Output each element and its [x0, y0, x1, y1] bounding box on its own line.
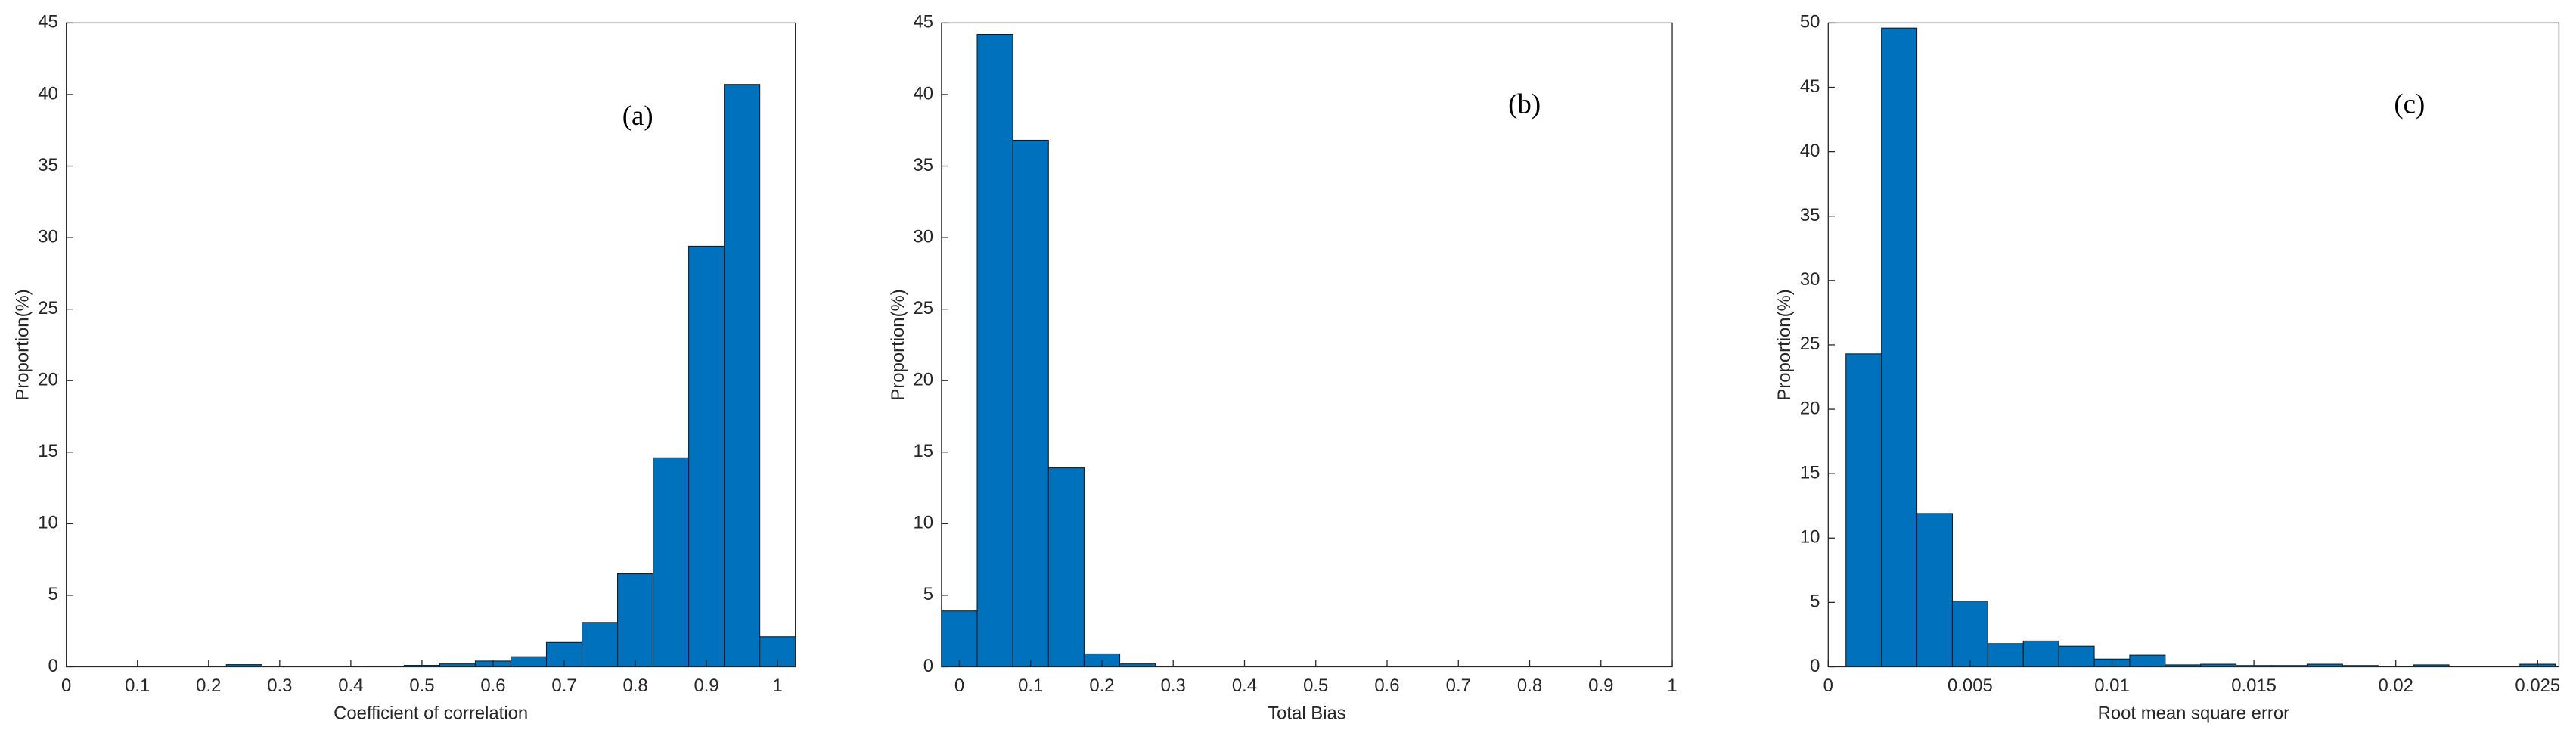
panel: 0 0.005 0.01 0.015 0.02 0.025 0 5 10 15 20 25 30 35 40… [1774, 12, 2560, 724]
y-axis-label: Proportion(%) [1774, 289, 1795, 400]
x-tick-label: 0 [954, 675, 964, 696]
x-tick-label: 0.02 [2378, 675, 2413, 696]
y-tick-label: 25 [1800, 334, 1820, 354]
y-tick-label: 25 [913, 298, 933, 318]
y-tick-label: 40 [1800, 141, 1820, 161]
y-tick-label: 5 [1810, 592, 1820, 612]
x-axis-label: Coefficient of correlation [334, 703, 528, 724]
y-tick-label: 35 [1800, 205, 1820, 225]
x-tick-label: 0.2 [196, 675, 221, 696]
y-tick-label: 40 [913, 83, 933, 104]
bar [941, 610, 978, 668]
y-tick-label: 15 [913, 441, 933, 461]
y-tick-label: 20 [913, 370, 933, 390]
bar [1047, 467, 1085, 668]
x-tick-label: 0.7 [551, 675, 576, 696]
x-tick-label: 0.01 [2094, 675, 2129, 696]
x-tick-label: 0.8 [1517, 675, 1542, 696]
x-tick-label: 0.015 [2231, 675, 2277, 696]
y-tick-label: 40 [38, 83, 58, 104]
panel-annotation: (c) [2394, 88, 2425, 120]
x-tick-label: 0.7 [1446, 675, 1471, 696]
x-axis-label: Total Bias [1268, 703, 1346, 724]
bar [2022, 640, 2059, 668]
bar [1951, 601, 1988, 668]
bar [510, 656, 548, 668]
x-tick-label: 0.005 [1948, 675, 1993, 696]
bar [2058, 645, 2095, 668]
panel: 0 0.1 0.2 0.3 0.4 0.5 0.6 0.7 0.8 0.9 105101520253… [888, 12, 1678, 724]
x-tick-label: 1 [1667, 675, 1677, 696]
axes-frame [66, 22, 796, 668]
y-tick-label: 20 [38, 370, 58, 390]
bar [1881, 27, 1918, 668]
x-tick-label: 0.1 [125, 675, 150, 696]
bar [1987, 643, 2024, 668]
x-tick-label: 0.3 [267, 675, 292, 696]
bar [617, 573, 654, 668]
y-tick-label: 15 [1800, 462, 1820, 483]
y-tick-label: 45 [913, 12, 933, 33]
x-tick-label: 0.025 [2515, 675, 2560, 696]
bar [976, 33, 1013, 668]
y-axis-label: Proportion(%) [888, 289, 908, 400]
x-tick-label: 0.9 [694, 675, 719, 696]
y-tick-label: 0 [48, 656, 58, 676]
x-tick-label: 1 [773, 675, 783, 696]
x-tick-label: 0.6 [1374, 675, 1399, 696]
y-tick-label: 30 [913, 226, 933, 247]
y-tick-label: 25 [38, 298, 58, 318]
y-tick-label: 35 [913, 155, 933, 175]
x-tick-label: 0.1 [1018, 675, 1043, 696]
x-axis-label: Root mean square error [2098, 703, 2290, 724]
x-tick-label: 0.5 [409, 675, 434, 696]
bar [1012, 139, 1049, 668]
y-tick-label: 30 [38, 226, 58, 247]
x-tick-label: 0.3 [1161, 675, 1186, 696]
x-tick-label: 0 [61, 675, 71, 696]
bar [688, 245, 725, 668]
x-tick-label: 0.9 [1588, 675, 1613, 696]
panel-annotation: (a) [622, 100, 653, 132]
y-tick-label: 30 [1800, 269, 1820, 290]
y-tick-label: 0 [923, 656, 933, 676]
x-tick-label: 0 [1823, 675, 1833, 696]
bar [581, 622, 619, 668]
axes-frame [941, 22, 1673, 668]
panel-annotation: (b) [1508, 88, 1541, 120]
y-tick-label: 5 [923, 584, 933, 604]
bar [1845, 353, 1882, 668]
x-tick-label: 0.4 [338, 675, 363, 696]
x-tick-label: 0.6 [480, 675, 505, 696]
y-tick-label: 0 [1810, 656, 1820, 676]
bar [2129, 654, 2166, 668]
panel: 0 0.1 0.2 0.3 0.4 0.5 0.6 0.7 0.8 0.9 105101520253… [13, 12, 796, 724]
bar [653, 457, 690, 668]
bar [1916, 513, 1953, 668]
bar [724, 84, 761, 668]
y-tick-label: 5 [48, 584, 58, 604]
y-tick-label: 15 [38, 441, 58, 461]
y-tick-label: 50 [1800, 12, 1820, 33]
y-axis-label: Proportion(%) [13, 289, 33, 400]
y-tick-label: 35 [38, 155, 58, 175]
y-tick-label: 10 [38, 513, 58, 533]
y-tick-label: 45 [38, 12, 58, 33]
y-tick-label: 45 [1800, 76, 1820, 97]
x-tick-label: 0.4 [1232, 675, 1257, 696]
y-tick-label: 20 [1800, 398, 1820, 418]
x-tick-label: 0.8 [622, 675, 647, 696]
x-tick-label: 0.5 [1303, 675, 1328, 696]
x-tick-label: 0.2 [1089, 675, 1114, 696]
y-tick-label: 10 [1800, 527, 1820, 548]
y-tick-label: 10 [913, 513, 933, 533]
